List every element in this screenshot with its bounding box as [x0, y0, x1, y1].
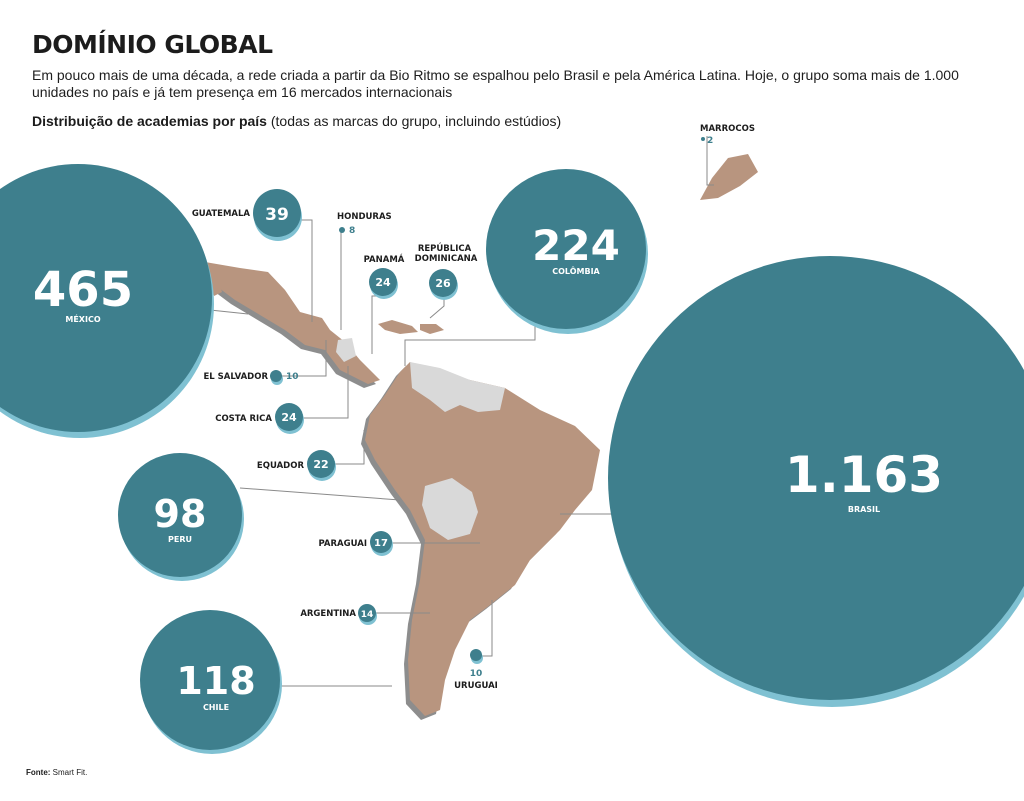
el-salvador-label: EL SALVADOR: [203, 372, 268, 382]
bubble-panama: 24: [369, 268, 398, 299]
morocco-shape: [700, 154, 758, 200]
bubble-paraguai: 17: [370, 531, 393, 556]
republica-dominicana-value: 26: [435, 277, 451, 290]
chart-subtitle: Distribuição de academias por país (toda…: [32, 113, 1012, 129]
page-title: DOMÍNIO GLOBAL: [32, 30, 273, 59]
bubble-el-salvador: 10: [270, 370, 299, 385]
bubble-equador: 22: [307, 450, 336, 481]
brasil-label: BRASIL: [848, 505, 880, 514]
bubble-mexico: 465 MÉXICO: [0, 164, 214, 438]
colombia-value: 224: [532, 221, 620, 270]
header: DOMÍNIO GLOBAL Em pouco mais de uma déca…: [32, 30, 1012, 129]
bubble-brasil: 1.163 BRASIL: [608, 256, 1024, 707]
panama-label: PANAMÁ: [364, 253, 405, 265]
bubble-peru: 98 PERU: [118, 453, 244, 581]
source-label: Fonte:: [26, 768, 51, 777]
marrocos-value: 2: [707, 136, 713, 146]
source-note: Fonte: Smart Fit.: [26, 768, 87, 777]
bubble-marrocos: 2: [701, 136, 713, 146]
honduras-value: 8: [349, 226, 355, 236]
bolivia-shape: [422, 478, 478, 540]
panama-value: 24: [375, 276, 391, 289]
mexico-central-america-shape: [205, 262, 380, 384]
bubble-uruguai: 10: [470, 649, 483, 679]
equador-label: EQUADOR: [257, 461, 305, 471]
paraguai-label: PARAGUAI: [318, 539, 367, 549]
republica-dominicana-label: REPÚBLICA DOMINICANA: [415, 242, 478, 264]
guatemala-label: GUATEMALA: [192, 209, 251, 219]
costa-rica-value: 24: [281, 411, 297, 424]
chile-label: CHILE: [203, 703, 229, 712]
subtitle-bold: Distribuição de academias por país: [32, 113, 267, 129]
peru-label: PERU: [168, 535, 192, 544]
peru-value: 98: [154, 492, 207, 536]
colombia-label: COLÔMBIA: [552, 265, 600, 276]
argentina-label: ARGENTINA: [300, 609, 356, 619]
equador-value: 22: [313, 458, 328, 471]
chile-value: 118: [176, 659, 255, 703]
honduras-label: HONDURAS: [337, 212, 392, 222]
intro-text: Em pouco mais de uma década, a rede cria…: [32, 67, 959, 100]
costa-rica-label: COSTA RICA: [215, 414, 272, 424]
brasil-value: 1.163: [785, 446, 943, 504]
hispaniola-shape: [420, 324, 444, 334]
marrocos-label: MARROCOS: [700, 124, 755, 134]
uruguai-label: URUGUAI: [454, 681, 498, 691]
mexico-value: 465: [33, 262, 133, 318]
bubble-republica-dominicana: 26: [429, 269, 458, 300]
south-america-shape: [365, 362, 600, 716]
venezuela-guianas-shape: [410, 362, 505, 412]
bubble-argentina: 14: [358, 604, 377, 625]
el-salvador-value: 10: [286, 372, 299, 382]
bubble-costa-rica: 24: [275, 403, 304, 434]
bubble-colombia: 224 COLÔMBIA: [486, 169, 648, 334]
cuba-shape: [378, 320, 418, 334]
paraguai-value: 17: [374, 538, 388, 549]
uruguai-value: 10: [470, 669, 483, 679]
mexico-label: MÉXICO: [65, 313, 100, 324]
source-text: Smart Fit.: [50, 768, 88, 777]
nicaragua-shape: [336, 338, 356, 362]
bubble-guatemala: 39: [253, 189, 302, 241]
subtitle-rest: (todas as marcas do grupo, incluindo est…: [266, 113, 562, 129]
argentina-value: 14: [361, 610, 374, 620]
guatemala-value: 39: [265, 205, 289, 225]
bubble-chile: 118 CHILE: [140, 610, 282, 754]
bubble-honduras: 8: [339, 226, 355, 236]
